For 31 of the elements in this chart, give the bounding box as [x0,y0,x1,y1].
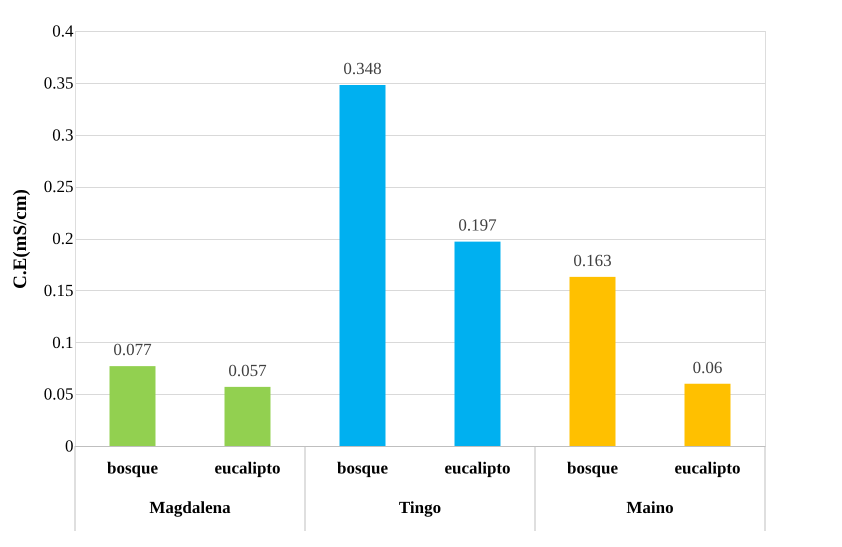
text: Maino [626,498,674,517]
data-label: 0.057 [228,360,268,380]
x-tick-label: bosque [106,458,158,478]
x-tick-label: bosque [566,458,618,478]
y-tick-label: 0.3 [52,125,74,144]
text: Magdalena [149,498,232,517]
x-tick-label: bosque [336,458,388,478]
y-tick-label: 0.2 [52,229,74,248]
data-label: 0.077 [113,340,152,360]
y-axis-title: C.E(mS/cm) [10,189,31,289]
y-tick-label: 0.1 [52,332,74,352]
bar [570,276,616,446]
y-tick-label: 0.05 [44,384,74,404]
data-label: 0.163 [573,250,612,270]
x-tick-label: eucalipto [444,458,511,478]
data-label: 0.197 [458,216,498,235]
y-tick-label: 0.15 [44,280,74,300]
text: Tingo [398,498,442,517]
data-label: 0.06 [692,358,722,377]
bar [340,84,386,446]
bar [684,384,730,446]
bar [454,242,500,446]
x-tick-label: eucalipto [214,458,281,478]
y-tick-label: 0.25 [44,177,74,196]
bar [224,386,270,446]
y-tick-label: 0.4 [52,22,74,40]
bar [110,366,156,446]
y-tick-label: 0 [65,436,74,456]
y-tick-label: 0.35 [44,73,74,92]
data-label: 0.348 [343,58,382,78]
x-tick-label: eucalipto [674,458,741,478]
